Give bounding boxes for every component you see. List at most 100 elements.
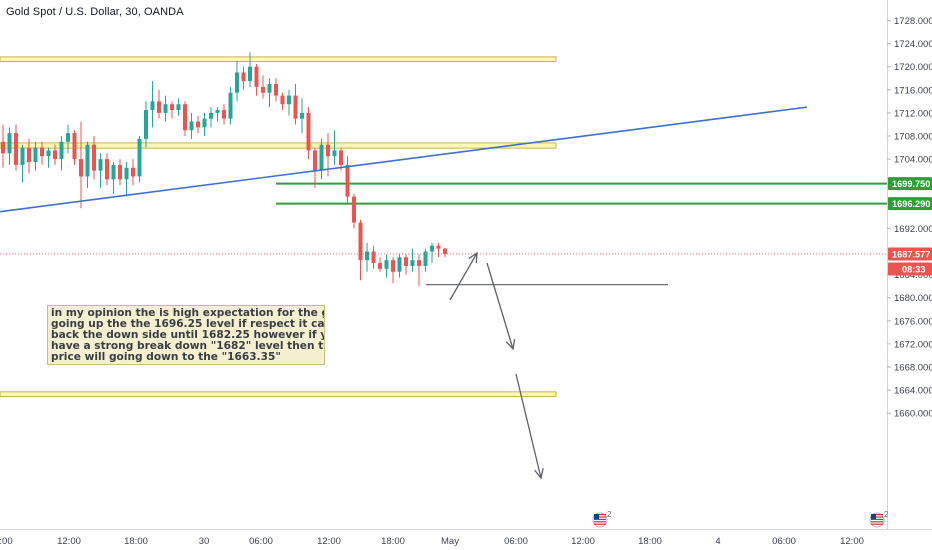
price-tick-label: 1712.000 xyxy=(894,108,932,119)
candle-body xyxy=(1,141,5,154)
flag-stripe xyxy=(594,516,606,518)
price-tick-label: 1716.000 xyxy=(894,85,932,96)
flag-stripe xyxy=(594,514,606,516)
candle-body xyxy=(20,147,25,165)
candle-body xyxy=(241,72,246,82)
price-tick-label: 1660.000 xyxy=(894,409,932,420)
candle-body xyxy=(352,196,356,223)
candle-body xyxy=(300,112,304,119)
price-tick-label: 1684.000 xyxy=(894,270,932,281)
price-label-box xyxy=(888,177,932,191)
candle-body xyxy=(228,92,233,119)
candle-body xyxy=(254,66,259,87)
candle-body xyxy=(391,260,395,272)
drawings-layer xyxy=(0,106,808,480)
price-tick-label: 1680.000 xyxy=(894,293,932,304)
candle-body xyxy=(14,133,18,165)
trendline xyxy=(0,106,808,213)
candle-body xyxy=(215,110,220,113)
price-tick-label: 1720.000 xyxy=(894,62,932,73)
candle-body xyxy=(66,133,70,142)
price-tick-label: 1692.000 xyxy=(894,224,932,235)
candle-body xyxy=(137,138,142,177)
price-tick-label: 1664.000 xyxy=(894,386,932,397)
flag-stripe xyxy=(871,523,883,525)
price-tick-label: 1708.000 xyxy=(894,132,932,143)
candle-body xyxy=(326,144,330,157)
note-line: have a strong break down "1682" level th… xyxy=(51,340,325,352)
time-tick-label: 06:00 xyxy=(504,536,528,547)
zones-layer xyxy=(0,56,557,397)
candle-body xyxy=(306,112,311,151)
price-tick-label: 1672.000 xyxy=(894,339,932,350)
time-tick-label: 4 xyxy=(715,536,720,547)
flag-canton xyxy=(871,514,876,519)
projection-arrow-down-head xyxy=(505,339,516,351)
zone-rect xyxy=(0,142,557,149)
price-label: 1687.577 xyxy=(892,249,930,259)
event-count-label: 2 xyxy=(884,510,889,519)
price-label: 1696.290 xyxy=(892,199,930,209)
time-tick-label: 12:00 xyxy=(317,536,341,547)
candle-body xyxy=(85,144,90,177)
flag-stripe xyxy=(594,521,606,523)
candle-body xyxy=(72,133,77,160)
levels-layer xyxy=(0,182,887,255)
projection-arrow-target-head xyxy=(534,468,544,480)
candle-body xyxy=(345,164,350,197)
candle-body xyxy=(430,245,434,252)
candles-layer xyxy=(1,52,447,287)
candle-body xyxy=(410,260,415,266)
price-label: 08:33 xyxy=(902,264,926,274)
candle-body xyxy=(202,118,207,128)
time-tick-label: 06:00 xyxy=(772,536,796,547)
candle-body xyxy=(384,260,389,269)
price-label: 1699.750 xyxy=(892,179,930,189)
candle-body xyxy=(150,101,155,111)
flag-stripe xyxy=(594,518,606,520)
candle-body xyxy=(33,147,38,162)
flag-stripe xyxy=(871,518,883,520)
candle-body xyxy=(235,72,239,93)
candle-body xyxy=(157,101,161,113)
candle-body xyxy=(222,110,226,119)
candle-body xyxy=(209,112,213,119)
candle-body xyxy=(176,104,181,111)
candle-body xyxy=(319,144,324,171)
symbol-title[interactable]: Gold Spot / U.S. Dollar, 30, OANDA xyxy=(6,6,184,18)
candle-body xyxy=(365,251,369,261)
us-flag-icon xyxy=(592,512,608,528)
flag-stripe xyxy=(594,523,606,525)
price-tick-label: 1676.000 xyxy=(894,316,932,327)
time-axis[interactable]: :00 12:00 18:00 30 06:00 12:00 18:00 May 06:00 12… xyxy=(0,529,932,550)
price-label-box xyxy=(888,262,932,276)
candle-body xyxy=(183,104,187,131)
candle-body xyxy=(280,95,285,105)
flag-stripe xyxy=(871,521,883,523)
time-tick-label: May xyxy=(441,536,459,547)
analysis-note[interactable]: in my opinion the is high expectation fo… xyxy=(47,305,325,365)
candle-body xyxy=(404,257,408,266)
time-tick-label: 12:00 xyxy=(57,536,81,547)
candle-body xyxy=(7,133,12,154)
candle-body xyxy=(332,150,337,157)
candle-body xyxy=(397,257,402,272)
price-axis[interactable]: 1728.000 1724.000 1720.000 1716.000 1712.000… xyxy=(887,0,932,550)
candle-body xyxy=(436,245,441,249)
time-tick-label: 12:00 xyxy=(571,536,595,547)
note-line: price will going down to the "1663.35" xyxy=(51,351,281,363)
candle-body xyxy=(189,121,194,131)
time-tick-label: 18:00 xyxy=(638,536,662,547)
candle-body xyxy=(105,159,109,180)
projection-arrow-down xyxy=(486,262,514,350)
candle-body xyxy=(196,121,200,128)
time-tick-label: 06:00 xyxy=(249,536,273,547)
price-tick-label: 1728.000 xyxy=(894,16,932,27)
candle-body xyxy=(293,95,298,119)
candle-body xyxy=(417,260,421,266)
candle-body xyxy=(163,104,168,113)
price-label-box xyxy=(888,247,932,261)
